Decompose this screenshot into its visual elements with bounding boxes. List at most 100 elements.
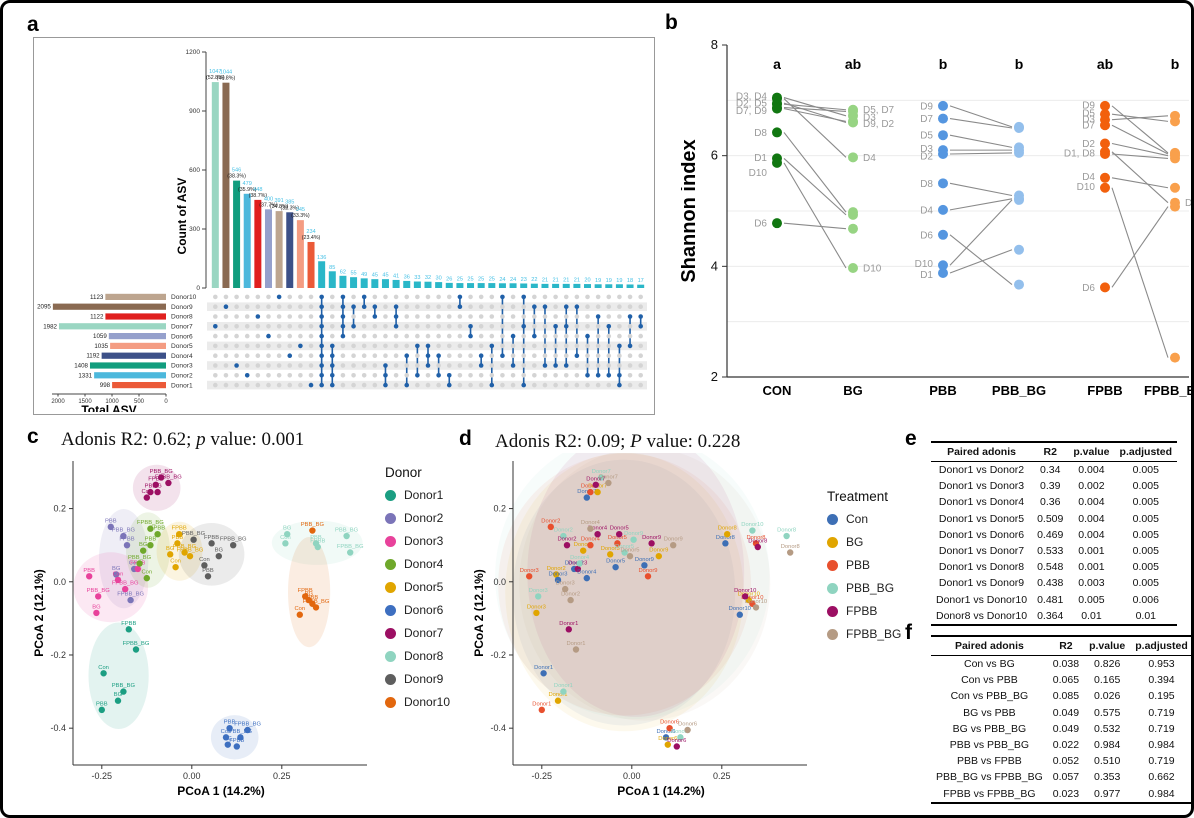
shannon-point[interactable] (1014, 194, 1024, 205)
shannon-point[interactable] (938, 178, 948, 189)
pcoa-point[interactable] (592, 481, 599, 488)
intersection-bar[interactable] (520, 283, 528, 288)
shannon-point[interactable] (1014, 279, 1024, 290)
pcoa-point[interactable] (181, 549, 188, 556)
pcoa-point[interactable] (626, 552, 634, 560)
pcoa-point[interactable] (95, 593, 102, 600)
pcoa-point[interactable] (594, 488, 601, 496)
pcoa-point[interactable] (86, 573, 93, 580)
intersection-bar[interactable] (605, 284, 613, 288)
pcoa-point[interactable] (233, 743, 240, 750)
shannon-point[interactable] (938, 113, 948, 124)
total-asv-bar[interactable] (52, 303, 166, 310)
legend-item-Donor7[interactable]: Donor7 (385, 626, 450, 640)
pcoa-point[interactable] (736, 611, 743, 618)
intersection-bar[interactable] (286, 212, 294, 288)
pcoa-point[interactable] (783, 532, 790, 540)
pcoa-point[interactable] (134, 565, 141, 573)
intersection-bar[interactable] (584, 284, 592, 288)
shannon-point[interactable] (1014, 121, 1024, 132)
legend-item-FPBB_BG[interactable]: FPBB_BG (827, 627, 901, 641)
legend-item-Donor1[interactable]: Donor1 (385, 488, 450, 502)
pcoa-point[interactable] (583, 494, 590, 501)
legend-item-PBB[interactable]: PBB (827, 558, 901, 572)
pcoa-point[interactable] (172, 563, 179, 571)
intersection-bar[interactable] (615, 284, 623, 288)
pcoa-point[interactable] (309, 527, 316, 534)
pcoa-point[interactable] (553, 571, 560, 578)
pcoa-point[interactable] (594, 531, 601, 538)
intersection-bar[interactable] (296, 220, 304, 288)
pcoa-point[interactable] (607, 551, 614, 558)
pcoa-point[interactable] (526, 573, 533, 580)
pcoa-point[interactable] (123, 541, 131, 549)
pcoa-point[interactable] (562, 585, 569, 593)
total-asv-bar[interactable] (112, 382, 166, 389)
pcoa-point[interactable] (204, 573, 212, 580)
pcoa-point[interactable] (127, 596, 134, 604)
legend-item-FPBB[interactable]: FPBB (827, 604, 901, 618)
pcoa-point[interactable] (580, 547, 587, 554)
total-asv-bar[interactable] (110, 342, 166, 349)
pcoa-point[interactable] (554, 576, 562, 584)
legend-item-Donor10[interactable]: Donor10 (385, 695, 450, 709)
intersection-bar[interactable] (573, 283, 581, 288)
pcoa-point[interactable] (538, 706, 545, 714)
pcoa-point[interactable] (120, 688, 127, 695)
intersection-bar[interactable] (413, 281, 421, 288)
intersection-bar[interactable] (403, 280, 411, 288)
pcoa-point[interactable] (670, 541, 677, 549)
pcoa-point[interactable] (312, 604, 320, 611)
pcoa-point[interactable] (152, 481, 159, 488)
intersection-bar[interactable] (211, 82, 219, 288)
shannon-point[interactable] (938, 204, 948, 215)
shannon-point[interactable] (1170, 352, 1180, 363)
legend-item-Donor8[interactable]: Donor8 (385, 649, 450, 663)
pcoa-point[interactable] (614, 540, 621, 547)
pcoa-point[interactable] (666, 724, 673, 732)
pcoa-point[interactable] (677, 734, 684, 741)
total-asv-bar[interactable] (105, 313, 166, 320)
pcoa-point[interactable] (114, 576, 122, 584)
shannon-point[interactable] (1014, 244, 1024, 255)
shannon-point[interactable] (1100, 120, 1110, 131)
pcoa-point[interactable] (535, 593, 542, 600)
pcoa-point[interactable] (93, 609, 100, 617)
total-asv-bar[interactable] (89, 362, 166, 369)
shannon-point[interactable] (1100, 172, 1110, 183)
shannon-point[interactable] (1170, 182, 1180, 193)
pcoa-point[interactable] (226, 724, 233, 732)
pcoa-point[interactable] (113, 571, 120, 578)
pcoa-point[interactable] (147, 525, 154, 532)
pcoa-point[interactable] (655, 552, 662, 560)
pcoa-point[interactable] (201, 562, 208, 569)
intersection-bar[interactable] (488, 283, 496, 288)
intersection-bar[interactable] (233, 180, 241, 288)
pcoa-point[interactable] (125, 626, 132, 633)
pcoa-point[interactable] (296, 611, 303, 618)
shannon-point[interactable] (1170, 147, 1180, 158)
intersection-bar[interactable] (328, 271, 336, 288)
pcoa-point[interactable] (616, 531, 623, 538)
pcoa-point[interactable] (749, 527, 756, 534)
legend-item-Donor4[interactable]: Donor4 (385, 557, 450, 571)
pcoa-point[interactable] (560, 688, 567, 695)
shannon-point[interactable] (938, 100, 948, 111)
shannon-point[interactable] (848, 106, 858, 117)
pcoa-point[interactable] (208, 540, 215, 547)
pcoa-point[interactable] (752, 604, 760, 611)
pcoa-point[interactable] (230, 541, 237, 549)
shannon-point[interactable] (1100, 138, 1110, 149)
pcoa-point[interactable] (282, 540, 289, 547)
shannon-point[interactable] (938, 260, 948, 271)
pcoa-point[interactable] (565, 626, 572, 633)
pcoa-point[interactable] (347, 549, 354, 556)
pcoa-point[interactable] (284, 531, 291, 538)
pcoa-point[interactable] (576, 560, 583, 567)
shannon-point[interactable] (848, 116, 858, 127)
shannon-point[interactable] (1100, 100, 1110, 111)
pcoa-point[interactable] (132, 646, 140, 653)
intersection-bar[interactable] (254, 199, 262, 288)
shannon-point[interactable] (848, 223, 858, 234)
pcoa-point[interactable] (587, 541, 594, 549)
